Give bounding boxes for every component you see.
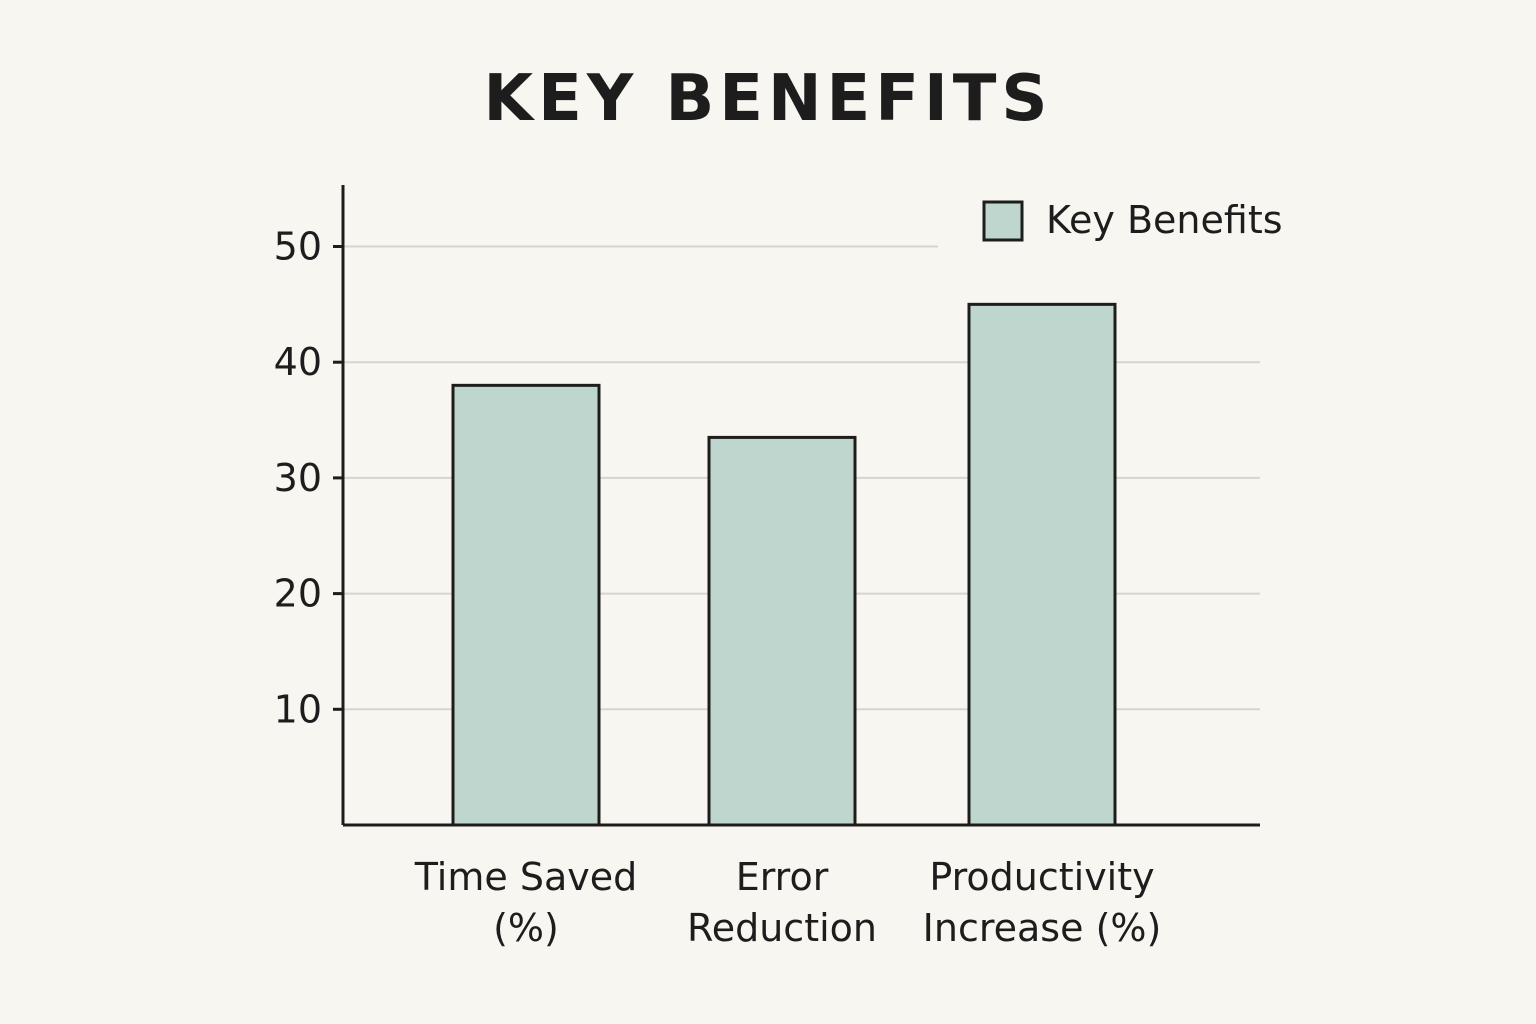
bar-3 bbox=[967, 302, 1117, 827]
category-label-line: (%) bbox=[493, 906, 559, 950]
y-tick-label-30: 30 bbox=[274, 456, 322, 500]
category-label-line: Time Saved bbox=[414, 855, 637, 899]
category-label-line: Reduction bbox=[687, 906, 877, 950]
category-label-3: Productivity Increase (%) bbox=[923, 855, 1162, 950]
legend-label: Key Benefits bbox=[1046, 198, 1283, 242]
category-label-1: Time Saved (%) bbox=[414, 855, 637, 950]
category-label-line: Productivity bbox=[929, 855, 1154, 899]
bar-1 bbox=[451, 383, 601, 827]
y-tick-label-50: 50 bbox=[274, 225, 322, 269]
category-label-line: Increase (%) bbox=[923, 906, 1162, 950]
y-tick-label-40: 40 bbox=[274, 340, 322, 384]
y-tick-label-20: 20 bbox=[274, 572, 322, 616]
bar-2 bbox=[707, 435, 857, 827]
y-tick-label-10: 10 bbox=[274, 687, 322, 731]
category-label-2: Error Reduction bbox=[687, 855, 877, 950]
chart-title: KEY BENEFITS bbox=[483, 62, 1053, 136]
legend-swatch bbox=[982, 200, 1024, 242]
category-label-line: Error bbox=[736, 855, 829, 899]
